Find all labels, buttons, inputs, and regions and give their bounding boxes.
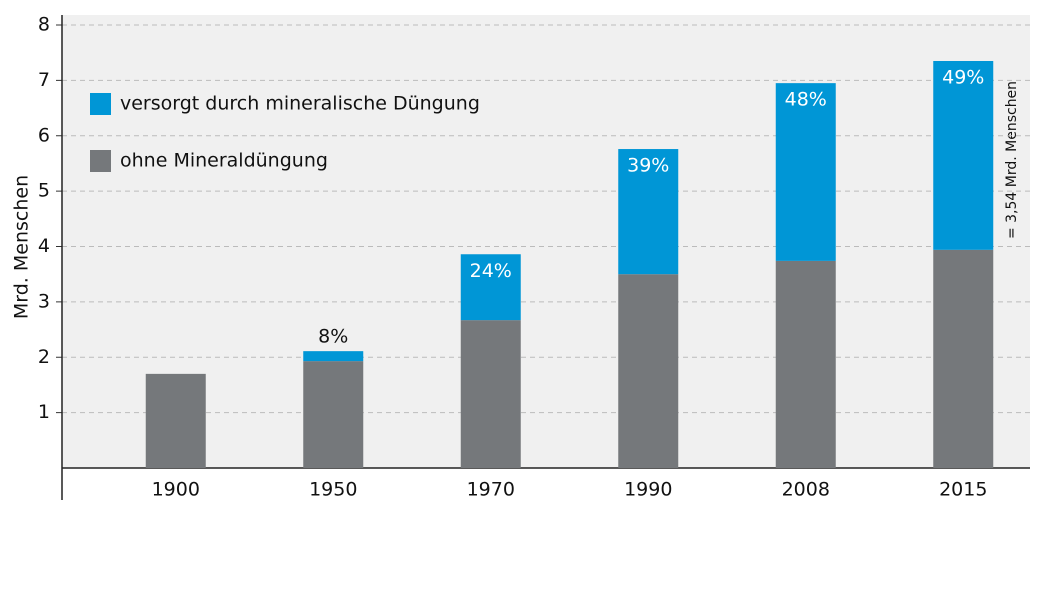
legend-label: versorgt durch mineralische Düngung [120,93,480,115]
legend-swatch [90,150,111,172]
x-tick-label: 1990 [624,479,672,501]
bar-segment [460,254,521,321]
x-tick-label: 2008 [782,479,830,501]
share-label: 39% [627,155,669,177]
bar-segment [933,60,994,250]
share-label: 49% [942,66,984,88]
x-tick-label: 2015 [939,479,987,501]
x-tick-label: 1900 [152,479,200,501]
y-axis-label: Mrd. Menschen [11,175,33,319]
share-label: 48% [785,89,827,111]
bar-segment [618,149,679,275]
share-label: 24% [470,260,512,282]
share-label: 8% [318,326,348,348]
y-tick-label: 3 [38,290,50,312]
y-tick-label: 7 [38,69,50,91]
x-tick-label: 1970 [467,479,515,501]
bar-segment [618,274,679,468]
bar-segment [775,260,836,468]
annotation: = 3,54 Mrd. Menschen [1004,81,1020,239]
bar-segment [460,320,521,468]
y-tick-label: 4 [38,235,50,257]
y-tick-label: 6 [38,124,50,146]
plot-background [62,15,1030,468]
bar-segment [145,373,206,468]
y-tick-label: 5 [38,180,50,202]
bar-segment [303,351,364,362]
legend-swatch [90,93,111,115]
y-tick-label: 8 [38,14,50,36]
bar-segment [303,361,364,468]
y-tick-label: 2 [38,346,50,368]
bar-segment [933,249,994,468]
y-tick-label: 1 [38,401,50,423]
legend-label: ohne Mineraldüngung [120,150,328,172]
bar-segment [775,83,836,261]
x-tick-label: 1950 [309,479,357,501]
